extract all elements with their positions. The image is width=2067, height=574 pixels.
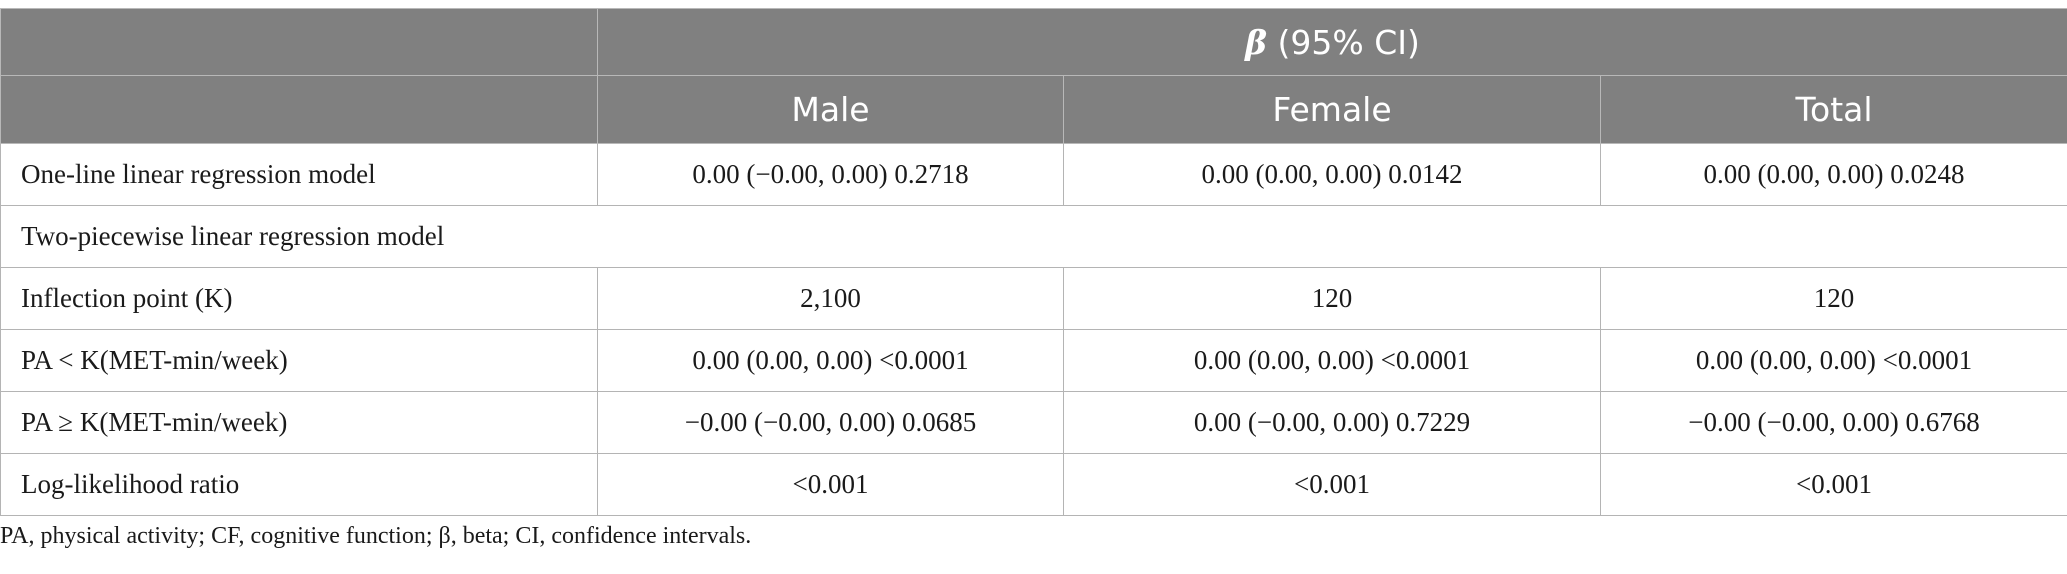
section-label: Two-piecewise linear regression model (0, 205, 2067, 268)
cell-female: 0.00 (0.00, 0.00) <0.0001 (1063, 329, 1601, 392)
header-row-columns: Male Female Total (0, 75, 2067, 144)
regression-table: β (95% CI) Male Female Total One-line li… (0, 8, 2067, 516)
cell-total: −0.00 (−0.00, 0.00) 0.6768 (1600, 391, 2067, 454)
column-header-female: Female (1063, 75, 1601, 144)
table-row: PA ≥ K(MET-min/week) −0.00 (−0.00, 0.00)… (0, 391, 2067, 454)
cell-total: 120 (1600, 267, 2067, 330)
regression-table-container: β (95% CI) Male Female Total One-line li… (0, 8, 2067, 516)
cell-female: 120 (1063, 267, 1601, 330)
cell-male: −0.00 (−0.00, 0.00) 0.0685 (597, 391, 1064, 454)
cell-total: 0.00 (0.00, 0.00) 0.0248 (1600, 143, 2067, 206)
row-label: One-line linear regression model (0, 143, 598, 206)
header-empty-cell (0, 8, 598, 76)
row-label: PA ≥ K(MET-min/week) (0, 391, 598, 454)
column-header-male: Male (597, 75, 1064, 144)
table-section-row: Two-piecewise linear regression model (0, 205, 2067, 268)
cell-male: 0.00 (−0.00, 0.00) 0.2718 (597, 143, 1064, 206)
table-body: One-line linear regression model 0.00 (−… (0, 143, 2067, 516)
table-row: One-line linear regression model 0.00 (−… (0, 143, 2067, 206)
header-row-group: β (95% CI) (0, 8, 2067, 76)
header-beta-ci: β (95% CI) (597, 8, 2067, 76)
row-label: Log-likelihood ratio (0, 453, 598, 516)
cell-total: <0.001 (1600, 453, 2067, 516)
cell-female: <0.001 (1063, 453, 1601, 516)
table-row: Inflection point (K) 2,100 120 120 (0, 267, 2067, 330)
table-footnote: PA, physical activity; CF, cognitive fun… (0, 523, 752, 549)
cell-male: <0.001 (597, 453, 1064, 516)
cell-total: 0.00 (0.00, 0.00) <0.0001 (1600, 329, 2067, 392)
column-header-total: Total (1600, 75, 2067, 144)
table-row: PA < K(MET-min/week) 0.00 (0.00, 0.00) <… (0, 329, 2067, 392)
beta-symbol: β (1245, 22, 1268, 62)
table-header: β (95% CI) Male Female Total (0, 8, 2067, 144)
table-row: Log-likelihood ratio <0.001 <0.001 <0.00… (0, 453, 2067, 516)
cell-male: 2,100 (597, 267, 1064, 330)
cell-female: 0.00 (0.00, 0.00) 0.0142 (1063, 143, 1601, 206)
row-label: Inflection point (K) (0, 267, 598, 330)
row-label: PA < K(MET-min/week) (0, 329, 598, 392)
header-empty-cell (0, 75, 598, 144)
ci-label: (95% CI) (1267, 22, 1420, 62)
cell-male: 0.00 (0.00, 0.00) <0.0001 (597, 329, 1064, 392)
cell-female: 0.00 (−0.00, 0.00) 0.7229 (1063, 391, 1601, 454)
